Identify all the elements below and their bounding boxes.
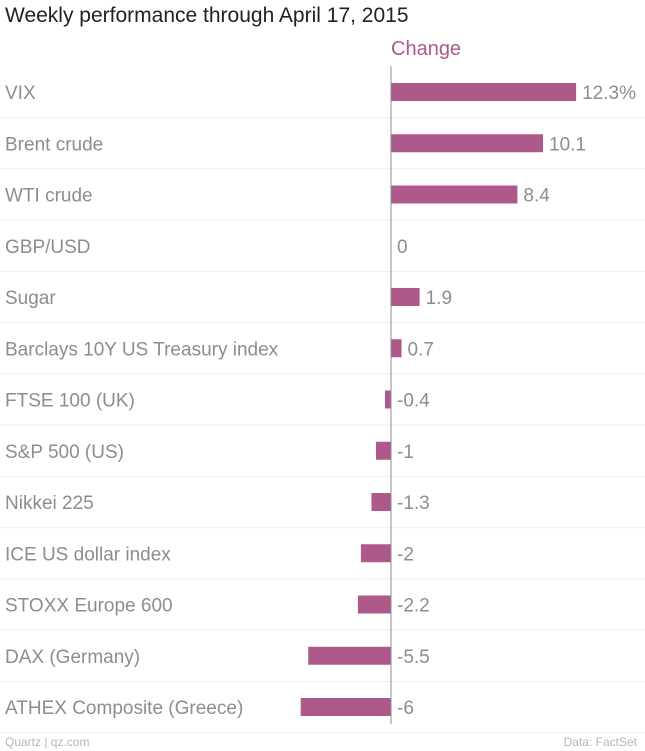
value-label: -0.4: [397, 391, 430, 412]
bar: [300, 698, 391, 716]
category-label: FTSE 100 (UK): [5, 391, 135, 412]
category-label: STOXX Europe 600: [5, 596, 173, 617]
bar: [357, 595, 391, 614]
bar: [391, 288, 420, 306]
value-label: 8.4: [523, 186, 550, 207]
bar: [391, 185, 518, 204]
category-label: GBP/USD: [5, 237, 91, 258]
category-label: ICE US dollar index: [5, 544, 171, 565]
value-label: 12.3%: [582, 83, 636, 104]
category-label: Sugar: [5, 288, 56, 309]
series-label: Change: [391, 38, 461, 60]
category-label: S&P 500 (US): [5, 442, 124, 463]
value-label: -1.3: [397, 493, 430, 514]
value-label: 10.1: [549, 134, 586, 155]
value-label: -2.2: [397, 596, 430, 617]
labels-layer: VIX 12.3% Brent crude 10.1 WTI crude 8.4 GBP/U…: [5, 83, 636, 719]
chart-title: Weekly performance through April 17, 201…: [5, 4, 409, 27]
category-label: DAX (Germany): [5, 647, 140, 668]
category-label: WTI crude: [5, 186, 93, 207]
category-label: ATHEX Composite (Greece): [5, 698, 243, 719]
bars-layer: [300, 83, 577, 716]
value-label: -1: [397, 442, 414, 463]
grid-layer: [0, 117, 645, 734]
value-label: -6: [397, 698, 414, 719]
value-label: 1.9: [426, 288, 452, 309]
data-source: Data: FactSet: [563, 735, 637, 749]
bar: [391, 134, 544, 153]
bar: [375, 441, 391, 460]
bar: [360, 544, 391, 563]
value-label: 0: [397, 237, 408, 258]
bar: [384, 390, 391, 409]
bar: [308, 646, 391, 665]
category-label: VIX: [5, 83, 36, 104]
bar: [391, 339, 402, 358]
category-label: Brent crude: [5, 134, 103, 155]
category-label: Nikkei 225: [5, 493, 94, 514]
category-label: Barclays 10Y US Treasury index: [5, 339, 279, 360]
value-label: 0.7: [408, 339, 434, 360]
value-label: -5.5: [397, 647, 430, 668]
bar: [391, 83, 577, 101]
bar: [371, 493, 391, 511]
value-label: -2: [397, 544, 414, 565]
source-credit: Quartz | qz.com: [5, 735, 90, 749]
